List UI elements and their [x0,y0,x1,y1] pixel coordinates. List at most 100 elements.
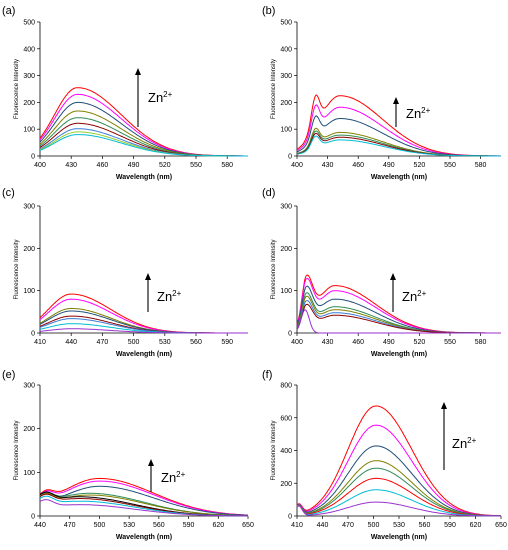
arrow-up-icon [390,273,396,280]
y-tick-label: 200 [23,426,35,433]
x-tick-label: 650 [242,522,254,529]
x-tick-label: 560 [419,522,431,529]
zn-annotation: Zn2+ [406,106,431,121]
arrow-up-icon [145,273,151,280]
y-tick-label: 100 [23,288,35,295]
series-line-1 [296,274,501,334]
panel-c: (c) 410 440 470 500 530 560 590 0 100 200 300 Wavele… [2,187,248,358]
x-tick-label: 500 [94,522,106,529]
x-tick-label: 410 [34,339,46,346]
x-tick-label: 400 [291,162,303,169]
panel-e: (e) 440 470 500 530 560 590 620 650 0 100 200 300 Wav… [2,369,254,541]
x-tick-label: 490 [383,162,395,169]
x-tick-label: 520 [414,162,426,169]
y-tick-label: 200 [280,246,292,253]
panel-label: (f) [262,369,272,381]
series-line-2 [296,277,501,334]
y-tick-label: 100 [280,288,292,295]
x-tick-label: 440 [34,522,46,529]
x-tick-label: 520 [159,162,171,169]
x-tick-label: 400 [34,162,46,169]
y-tick-label: 300 [280,204,292,211]
y-tick-label: 100 [23,127,35,134]
x-tick-label: 530 [393,522,405,529]
x-tick-label: 580 [475,339,487,346]
panel-f: (f) 410 440 470 500 530 560 590 620 650 0 200 400 600… [262,369,507,541]
x-tick-label: 590 [444,522,456,529]
x-tick-label: 430 [322,339,334,346]
y-tick-label: 400 [280,448,292,455]
zn-annotation: Zn2+ [161,470,186,485]
x-tick-label: 530 [123,522,135,529]
series-line-7 [296,135,501,157]
zn-annotation: Zn2+ [402,289,427,304]
arrow-up-icon [148,459,154,466]
x-tick-label: 560 [153,522,165,529]
x-tick-label: 430 [322,162,334,169]
y-tick-label: 0 [288,331,292,338]
y-axis-title: Fluorescence Intensity [14,420,20,480]
y-tick-label: 300 [23,73,35,80]
zn-annotation: Zn2+ [452,436,477,451]
series-line-8 [39,328,248,334]
x-tick-label: 550 [444,339,456,346]
x-axis-title: Wavelength (nm) [371,174,427,181]
x-axis-title: Wavelength (nm) [116,174,172,181]
series-line-1 [296,405,502,517]
y-tick-label: 500 [280,20,292,27]
panel-label: (e) [2,369,15,381]
x-tick-label: 620 [470,522,482,529]
y-tick-label: 100 [280,127,292,134]
y-tick-label: 800 [280,383,292,390]
x-tick-label: 400 [291,339,303,346]
x-tick-label: 580 [221,162,233,169]
y-tick-label: 300 [280,73,292,80]
x-tick-label: 500 [128,339,140,346]
arrow-up-icon [441,402,447,409]
x-tick-label: 500 [368,522,380,529]
x-tick-label: 520 [414,339,426,346]
x-tick-label: 410 [291,522,303,529]
zn-annotation: Zn2+ [157,289,182,304]
series-line-2 [39,480,249,516]
series-line-3 [296,445,501,517]
series-line-5 [296,130,501,157]
y-tick-label: 100 [23,470,35,477]
panel-label: (c) [2,187,15,199]
arrow-up-icon [135,68,141,75]
series-line-8 [296,309,501,334]
x-tick-label: 620 [212,522,224,529]
x-tick-label: 440 [65,339,77,346]
x-tick-label: 590 [183,522,195,529]
x-tick-label: 550 [444,162,456,169]
y-axis-title: Fluorescence Intensity [14,59,20,119]
arrow-up-icon [393,97,399,104]
y-tick-label: 200 [23,246,35,253]
series-line-9 [39,499,248,517]
zn-annotation: Zn2+ [148,90,173,105]
y-axis-title: Fluorescence Intensity [271,420,277,480]
x-tick-label: 470 [64,522,76,529]
y-axis-title: Fluorescence Intensity [14,239,20,299]
x-tick-label: 590 [221,339,233,346]
panel-d: (d) 400 430 460 490 520 550 580 0 100 200 300 Wavele… [262,187,501,358]
y-tick-label: 0 [31,154,35,161]
series-line-9 [39,134,248,157]
y-axis-title: Fluorescence Intensity [271,239,277,299]
y-tick-label: 200 [280,481,292,488]
series-line-7 [296,489,501,517]
y-tick-label: 0 [31,331,35,338]
panel-label: (b) [262,5,275,17]
y-tick-label: 300 [23,383,35,390]
x-tick-label: 470 [97,339,109,346]
x-tick-label: 560 [190,339,202,346]
x-tick-label: 430 [65,162,77,169]
x-tick-label: 490 [383,339,395,346]
panel-b: (b) 400 430 460 490 520 550 580 0 100 200 300 400 500… [262,5,501,181]
y-tick-label: 0 [288,154,292,161]
series-line-2 [39,93,248,157]
series-line-3 [39,485,249,516]
panel-label: (d) [262,187,275,199]
x-axis-title: Wavelength (nm) [371,351,427,358]
